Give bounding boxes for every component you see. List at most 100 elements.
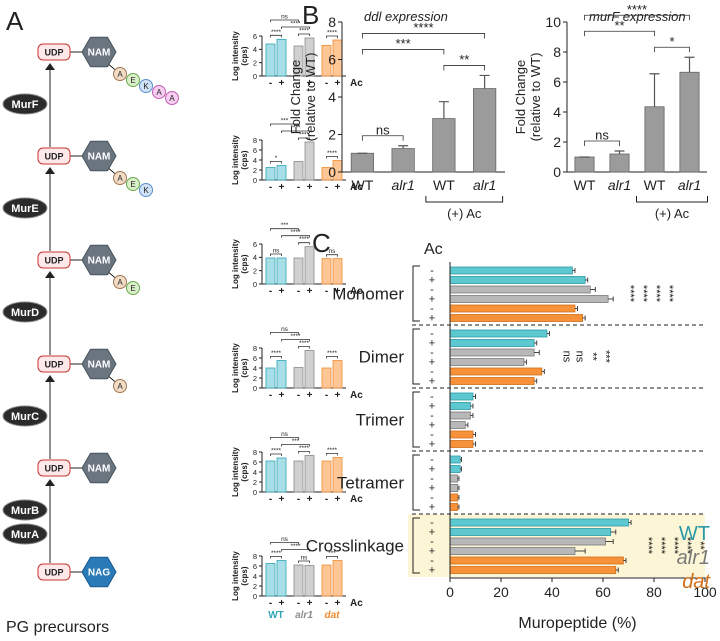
significance-bracket <box>281 235 310 238</box>
udp-box <box>37 355 71 373</box>
x-tick-label: - <box>325 286 328 297</box>
significance-label: ** <box>459 52 469 67</box>
panel-label: B <box>302 0 319 30</box>
y-tick-label: 4 <box>253 364 257 373</box>
x-tick-label: - <box>269 390 272 401</box>
bar <box>449 547 576 555</box>
error-bar <box>460 466 462 472</box>
bar <box>265 563 276 597</box>
bar <box>449 455 461 464</box>
bar <box>276 38 287 77</box>
bar <box>276 165 287 181</box>
error-bar <box>615 567 619 573</box>
y-tick-label: 10 <box>545 14 561 30</box>
y-tick-label: 4 <box>553 104 561 120</box>
row-label: + <box>429 483 435 495</box>
significance-label: **** <box>299 236 310 243</box>
bar <box>449 537 606 546</box>
significance-bracket <box>270 228 299 231</box>
bar <box>449 367 543 376</box>
significance-bracket <box>298 33 310 36</box>
y-tick-label: 2 <box>253 478 257 487</box>
x-tick-label: - <box>325 390 328 401</box>
significance-label: **** <box>655 537 667 555</box>
y-tick-label: 8 <box>253 136 257 145</box>
udp-box <box>37 43 71 61</box>
bar <box>679 71 700 173</box>
nam-label: NAM <box>88 464 111 475</box>
nam-label: NAM <box>88 256 111 267</box>
y-tick-label: 6 <box>253 354 257 363</box>
bar <box>293 367 304 389</box>
y-tick-label: 8 <box>553 44 561 60</box>
y-tick-label: 0 <box>253 72 257 81</box>
residue <box>113 67 127 81</box>
error-bar <box>572 268 576 273</box>
significance-bracket <box>298 242 310 245</box>
residue <box>113 275 127 289</box>
group-label: Ac <box>350 78 363 89</box>
significance-bracket <box>326 453 338 456</box>
row-label: - <box>430 454 434 466</box>
y-axis-label: Fold Change <box>513 60 528 134</box>
residue-label: A <box>117 278 123 287</box>
row-label: + <box>429 546 435 558</box>
enzyme-label: MurF <box>12 99 39 111</box>
group-label: Ac <box>350 494 363 505</box>
x-tick-label: - <box>269 494 272 505</box>
enzyme <box>2 301 48 323</box>
chart-title: ddl expression <box>364 9 448 24</box>
y-tick-label: 2 <box>253 266 257 275</box>
y-axis-label: Log intensity <box>231 239 240 289</box>
group-label: Ac <box>350 182 363 193</box>
significance-label: **** <box>271 29 282 36</box>
caption: PG precursors <box>6 619 109 636</box>
x-tick-label: 20 <box>493 584 509 600</box>
group-label: Ac <box>424 241 443 258</box>
significance-bracket <box>326 254 338 257</box>
row-label: - <box>430 265 434 277</box>
x-tick-label: - <box>325 494 328 505</box>
x-tick-label: + <box>279 390 285 401</box>
row-label: - <box>430 347 434 359</box>
udp-box <box>37 459 71 477</box>
y-tick-label: 6 <box>253 240 257 249</box>
error-bar <box>534 350 540 355</box>
row-label: + <box>429 502 435 514</box>
significance-bracket <box>584 14 690 21</box>
bar <box>449 295 609 303</box>
significance-bracket <box>270 453 282 456</box>
bar <box>321 167 332 181</box>
significance-label: **** <box>650 285 662 303</box>
nam-label: NAM <box>88 48 111 59</box>
x-tick-label: - <box>297 598 300 609</box>
significance-label: **** <box>663 285 675 303</box>
y-tick-label: 0 <box>253 280 257 289</box>
significance-label: ns <box>273 248 281 255</box>
group-name: Monomer <box>332 285 404 304</box>
bar <box>449 474 459 483</box>
significance-bracket <box>270 253 282 256</box>
legend-label: alr1 <box>677 547 710 569</box>
enzyme-label: MurD <box>11 307 39 319</box>
significance-label: ns <box>560 351 572 363</box>
y-tick-label: 8 <box>253 552 257 561</box>
error-bar <box>472 432 476 437</box>
y-tick-label: 4 <box>253 156 257 165</box>
x-tick-label: + <box>335 390 341 401</box>
row-label: - <box>430 429 434 441</box>
significance-label: *** <box>281 222 289 229</box>
y-tick-label: 8 <box>253 448 257 457</box>
significance-bracket <box>270 19 299 22</box>
row-label: + <box>429 527 435 539</box>
significance-label: *** <box>281 118 289 125</box>
y-tick-label: 4 <box>253 253 257 262</box>
x-axis-label: Muropeptide (%) <box>518 615 636 632</box>
error-bar <box>457 495 460 500</box>
error-bar <box>582 315 586 321</box>
residue <box>165 91 179 105</box>
error-bar <box>534 378 538 384</box>
bar <box>265 167 276 181</box>
legend-label: dat <box>682 571 711 593</box>
